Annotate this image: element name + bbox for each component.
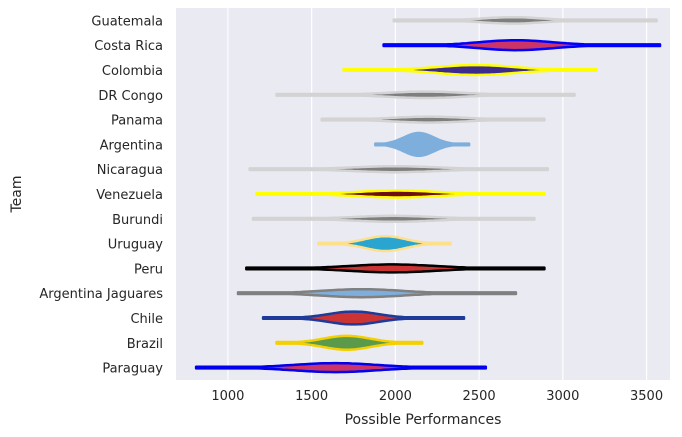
- y-tick-label: DR Congo: [98, 89, 163, 104]
- violin-burundi: [251, 214, 536, 224]
- y-tick-label: Nicaragua: [97, 163, 163, 178]
- x-tick-label: 1500: [295, 389, 328, 404]
- violin-nicaragua: [248, 164, 550, 174]
- violin-paraguay: [194, 361, 488, 374]
- y-tick-label: Peru: [134, 262, 163, 277]
- y-tick-label: Venezuela: [96, 188, 163, 203]
- y-tick-label: Argentina Jaguares: [39, 287, 163, 302]
- y-tick-label: Colombia: [102, 64, 163, 79]
- violin-peru: [245, 263, 546, 274]
- violin-dr-congo: [275, 90, 576, 100]
- violin-chile: [261, 310, 466, 326]
- y-tick-label: Paraguay: [102, 362, 163, 377]
- violin-argentina-jaguares: [236, 287, 518, 299]
- x-tick-label: 3000: [546, 389, 579, 404]
- y-tick-label: Uruguay: [108, 238, 164, 253]
- y-tick-label: Burundi: [112, 213, 163, 228]
- x-axis-label: Possible Performances: [345, 412, 502, 428]
- x-tick-label: 1000: [211, 389, 244, 404]
- y-tick-label: Brazil: [127, 337, 163, 352]
- violins: [194, 15, 662, 374]
- violin-colombia: [342, 63, 598, 77]
- y-tick-labels: Guatemala Costa Rica Colombia DR Congo Panam…: [39, 14, 163, 376]
- y-tick-label: Costa Rica: [94, 39, 163, 54]
- violin-brazil: [275, 334, 424, 351]
- violin-panama: [320, 115, 546, 124]
- violin-guatemala: [392, 15, 658, 25]
- violin-venezuela: [255, 189, 546, 199]
- x-tick-labels: 1000 1500 2000 2500 3000 3500: [211, 389, 663, 404]
- y-tick-label: Argentina: [100, 138, 163, 153]
- y-tick-label: Chile: [130, 312, 163, 327]
- x-tick-label: 2000: [379, 389, 412, 404]
- y-axis-label: Team: [9, 175, 25, 213]
- violin-uruguay: [317, 234, 452, 253]
- violin-argentina: [374, 131, 471, 158]
- x-tick-label: 2500: [463, 389, 496, 404]
- y-tick-label: Guatemala: [91, 14, 163, 29]
- violin-costa-rica: [382, 38, 662, 52]
- x-tick-label: 3500: [630, 389, 663, 404]
- y-tick-label: Panama: [111, 114, 163, 129]
